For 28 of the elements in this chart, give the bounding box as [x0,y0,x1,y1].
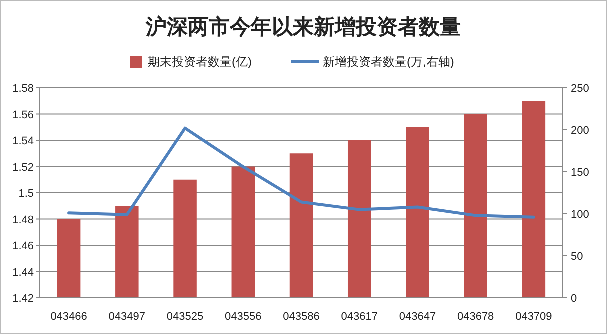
x-tick-label: 043466 [50,311,88,323]
x-tick-label: 043709 [516,311,552,323]
y-tick-label: 1.48 [12,214,34,226]
y2-tick-label: 200 [571,125,590,137]
y-tick-label: 1.42 [12,293,34,305]
chart-title: 沪深两市今年以来新增投资者数量 [145,15,461,39]
legend-label: 期末投资者数量(亿) [148,55,252,69]
y2-tick-label: 0 [571,293,578,305]
y-tick-label: 1.58 [12,83,34,95]
y-tick-label: 1.44 [12,266,34,279]
y-tick-label: 1.56 [12,109,34,122]
y2-tick-label: 250 [571,83,590,95]
y2-tick-label: 50 [571,251,584,263]
legend-label: 新增投资者数量(万,右轴) [323,55,454,69]
y-tick-label: 1.52 [12,162,34,174]
y2-tick-label: 150 [571,167,590,179]
x-tick-label: 043586 [283,311,320,323]
x-tick-label: 043525 [166,311,204,323]
x-tick-label: 043647 [399,311,436,323]
x-tick-label: 043678 [457,311,494,323]
y-tick-label: 1.54 [12,136,34,148]
x-tick-label: 043556 [225,311,262,323]
x-tick-label: 043617 [341,311,378,323]
y-tick-label: 1.46 [12,240,34,252]
y2-tick-label: 100 [571,209,590,221]
line-series [68,126,536,219]
x-tick-label: 043497 [108,311,146,323]
y-tick-label: 1.5 [18,188,34,200]
